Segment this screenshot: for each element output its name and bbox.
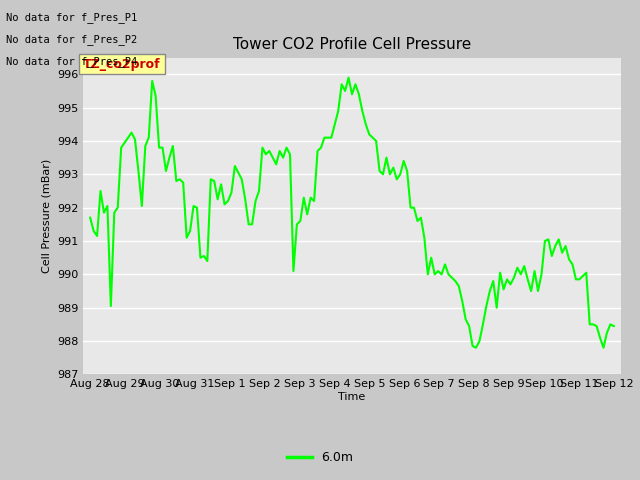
Text: TZ_co2prof: TZ_co2prof: [83, 58, 161, 71]
Text: No data for f_Pres_P1: No data for f_Pres_P1: [6, 12, 138, 23]
Text: No data for f_Pres_P4: No data for f_Pres_P4: [6, 56, 138, 67]
Text: No data for f_Pres_P2: No data for f_Pres_P2: [6, 34, 138, 45]
Legend: 6.0m: 6.0m: [282, 446, 358, 469]
Title: Tower CO2 Profile Cell Pressure: Tower CO2 Profile Cell Pressure: [233, 37, 471, 52]
X-axis label: Time: Time: [339, 392, 365, 402]
Y-axis label: Cell Pressure (mBar): Cell Pressure (mBar): [42, 159, 51, 273]
